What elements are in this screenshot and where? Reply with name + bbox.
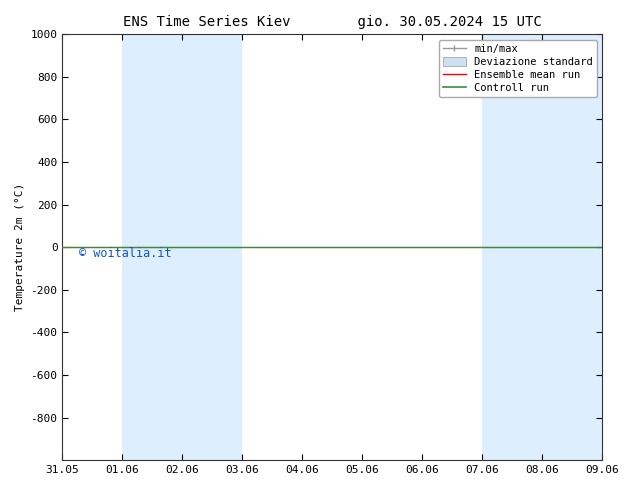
Text: © woitalia.it: © woitalia.it	[79, 247, 171, 260]
Legend: min/max, Deviazione standard, Ensemble mean run, Controll run: min/max, Deviazione standard, Ensemble m…	[439, 40, 597, 97]
Bar	[122, 34, 242, 460]
Y-axis label: Temperature 2m (°C): Temperature 2m (°C)	[15, 183, 25, 311]
Title: ENS Time Series Kiev        gio. 30.05.2024 15 UTC: ENS Time Series Kiev gio. 30.05.2024 15 …	[123, 15, 541, 29]
Bar	[482, 34, 602, 460]
